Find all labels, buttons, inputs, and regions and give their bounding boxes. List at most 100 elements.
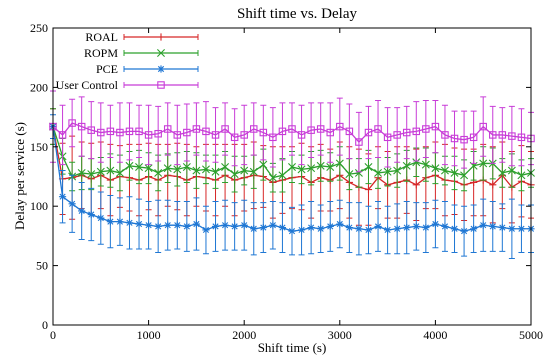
point-ropm-30: [335, 159, 344, 168]
x-axis-label: Shift time (s): [258, 340, 327, 355]
point-user-control-41: [441, 131, 449, 139]
point-user-control-25: [288, 125, 296, 133]
point-ropm-18: [221, 163, 230, 171]
point-user-control-21: [250, 125, 258, 133]
point-pce-3: [78, 207, 86, 215]
point-ropm-6: [106, 166, 115, 175]
point-user-control-40: [431, 122, 440, 131]
legend-cap-user-control: [123, 82, 199, 88]
point-pce-46: [489, 222, 497, 230]
point-user-control-9: [135, 127, 143, 136]
legend-label-pce: PCE: [96, 62, 118, 76]
point-pce-22: [259, 223, 267, 232]
plot-area: [49, 90, 535, 259]
point-ropm-40: [431, 164, 440, 173]
point-pce-16: [202, 226, 210, 234]
point-pce-39: [422, 223, 430, 232]
x-tick-label-0: 0: [50, 328, 56, 342]
point-user-control-12: [163, 125, 172, 133]
point-user-control-2: [68, 119, 76, 127]
point-ropm-35: [383, 167, 392, 176]
point-user-control-30: [336, 122, 344, 131]
point-user-control-6: [106, 127, 115, 136]
point-user-control-31: [345, 127, 354, 136]
point-ropm-27: [307, 164, 316, 173]
legend: ROAL ROPM PCE User Control: [56, 30, 199, 92]
point-ropm-31: [345, 170, 354, 179]
y-tick-label-0: 0: [42, 318, 48, 332]
point-user-control-37: [402, 128, 411, 137]
y-tick-label-4: 200: [30, 80, 48, 94]
point-user-control-23: [269, 133, 277, 142]
point-user-control-28: [316, 125, 325, 133]
point-ropm-37: [402, 161, 411, 170]
point-user-control-20: [240, 131, 248, 139]
x-tick-label-1: 1000: [137, 328, 161, 342]
point-pce-28: [317, 225, 325, 233]
legend-cap-pce: [123, 66, 199, 72]
point-pce-8: [125, 219, 134, 227]
point-ropm-25: [288, 163, 296, 171]
point-ropm-9: [135, 163, 144, 171]
point-pce-14: [183, 222, 191, 230]
point-ropm-5: [96, 167, 105, 176]
point-ropm-8: [125, 161, 134, 170]
point-user-control-3: [77, 122, 86, 131]
point-user-control-4: [87, 126, 95, 134]
point-ropm-3: [77, 168, 86, 177]
point-ropm-42: [450, 168, 459, 177]
point-pce-35: [384, 226, 392, 234]
point-pce-38: [412, 222, 420, 230]
point-ropm-21: [249, 167, 258, 176]
point-pce-17: [211, 222, 220, 230]
point-roal-33: [364, 185, 373, 194]
point-ropm-38: [412, 158, 421, 167]
point-user-control-46: [489, 131, 497, 139]
point-pce-37: [403, 223, 411, 232]
point-pce-29: [326, 222, 334, 230]
point-user-control-47: [498, 131, 507, 139]
point-pce-49: [517, 225, 526, 233]
x-tick-label-5: 5000: [519, 328, 543, 342]
y-tick-label-3: 150: [30, 140, 48, 154]
point-user-control-36: [393, 131, 401, 139]
point-ropm-22: [259, 160, 268, 169]
point-pce-43: [460, 227, 468, 235]
point-user-control-5: [97, 128, 105, 137]
point-pce-4: [87, 210, 95, 219]
point-pce-24: [278, 223, 287, 232]
point-ropm-41: [440, 166, 449, 175]
point-user-control-38: [412, 127, 421, 136]
y-axis-label: Delay per service (s): [12, 122, 27, 230]
axes: 0 1000 2000 3000 4000 5000 0 50 100 150 200 250: [30, 21, 543, 342]
point-user-control-8: [125, 127, 134, 136]
point-ropm-14: [182, 163, 191, 171]
point-pce-48: [508, 225, 516, 233]
point-pce-10: [145, 221, 153, 229]
point-pce-12: [164, 221, 172, 229]
point-user-control-33: [364, 128, 373, 137]
chart-title: Shift time vs. Delay: [237, 6, 357, 22]
point-user-control-18: [221, 125, 229, 133]
x-tick-label-2: 2000: [232, 328, 256, 342]
point-user-control-44: [469, 133, 478, 142]
point-user-control-14: [183, 128, 191, 137]
point-user-control-42: [450, 134, 459, 143]
point-ropm-24: [278, 171, 287, 180]
point-user-control-10: [144, 131, 153, 139]
point-ropm-16: [201, 165, 210, 174]
point-ropm-19: [230, 170, 239, 179]
legend-label-ropm: ROPM: [84, 46, 118, 60]
point-pce-31: [345, 223, 353, 232]
point-user-control-19: [230, 133, 239, 142]
point-ropm-47: [498, 168, 507, 177]
point-user-control-45: [479, 122, 487, 131]
point-user-control-29: [326, 128, 334, 137]
point-ropm-26: [297, 165, 306, 174]
point-user-control-48: [508, 132, 516, 140]
point-pce-1: [58, 193, 67, 201]
legend-marker-roal: [157, 33, 165, 41]
point-pce-20: [240, 221, 248, 229]
